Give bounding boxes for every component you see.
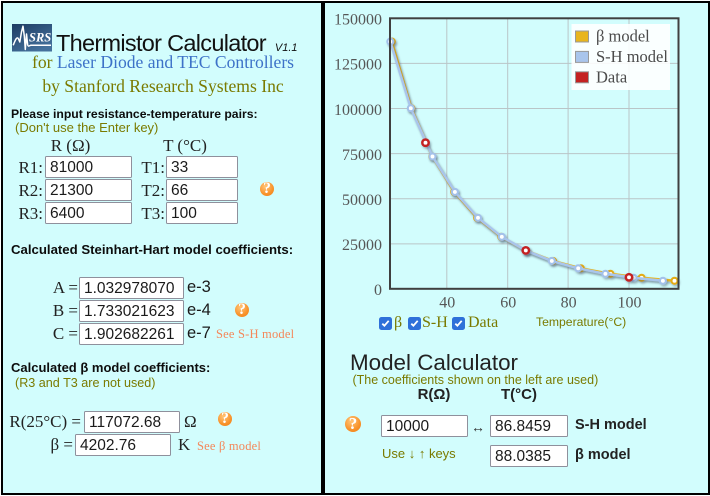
svg-text:0: 0 <box>374 282 382 299</box>
svg-text:100000: 100000 <box>334 102 382 119</box>
svg-text:75000: 75000 <box>342 147 382 164</box>
svg-text:50000: 50000 <box>342 192 382 209</box>
svg-text:60: 60 <box>500 294 516 311</box>
svg-text:125000: 125000 <box>334 57 382 74</box>
svg-text:β model: β model <box>596 27 650 46</box>
svg-text:150000: 150000 <box>334 12 382 29</box>
svg-text:Data: Data <box>596 67 628 86</box>
svg-text:80: 80 <box>561 294 577 311</box>
svg-text:S-H model: S-H model <box>596 47 668 66</box>
svg-text:40: 40 <box>439 294 455 311</box>
svg-text:25000: 25000 <box>342 237 382 254</box>
svg-text:SRS: SRS <box>29 30 51 44</box>
svg-text:100: 100 <box>618 294 642 311</box>
